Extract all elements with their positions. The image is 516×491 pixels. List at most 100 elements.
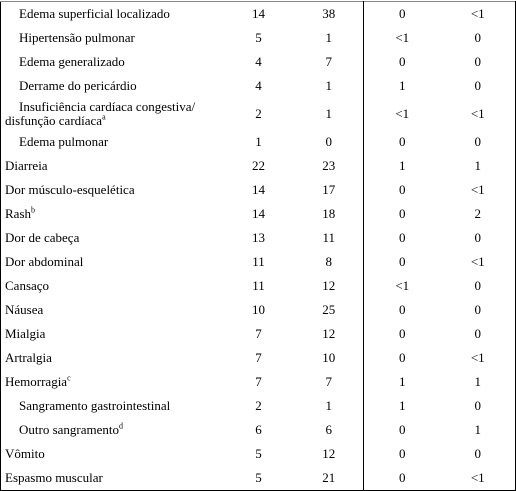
row-label: Edema superficial localizado [19, 6, 170, 21]
value-cell: <1 [440, 1, 516, 26]
value-cell: 0 [399, 422, 406, 437]
row-label: Cansaço [5, 278, 50, 293]
footnote-mark: d [119, 421, 124, 431]
value-cell: <1 [440, 346, 516, 370]
row-label: Sangramento gastrointestinal [19, 398, 171, 413]
table-row: Sangramento gastrointestinal 2 1 1 0 [0, 394, 516, 418]
value-cell: 0 [440, 50, 516, 74]
table-row: Dor abdominal 11 8 0 <1 [0, 250, 516, 274]
row-label-cell: Insuficiência cardíaca congestiva/ disfu… [0, 98, 223, 130]
value-cell: 7 [255, 350, 262, 365]
value-cell: 2 [440, 202, 516, 226]
row-label-cell: Espasmo muscular [0, 466, 223, 491]
value-cell: <1 [440, 250, 516, 274]
value-cell: 0 [399, 302, 406, 317]
value-cell: 0 [399, 54, 406, 69]
value-cell: 11 [294, 226, 364, 250]
value-cell: 0 [440, 274, 516, 298]
row-label: Artralgia [5, 350, 52, 365]
value-cell: 7 [294, 50, 364, 74]
value-cell: 7 [255, 326, 262, 341]
row-label: Rash [5, 206, 31, 221]
value-cell: 2 [255, 398, 262, 413]
value-cell: 5 [255, 446, 262, 461]
value-cell: 0 [399, 254, 406, 269]
value-cell: 12 [294, 322, 364, 346]
row-label-cell: Hipertensão pulmonar [0, 26, 223, 50]
table-row: Dor de cabeça 13 11 0 0 [0, 226, 516, 250]
row-label-cell: Vômito [0, 442, 223, 466]
value-cell: 25 [294, 298, 364, 322]
row-label: Edema pulmonar [19, 134, 109, 149]
value-cell: 18 [294, 202, 364, 226]
value-cell: 1 [255, 134, 262, 149]
row-label: Mialgia [5, 326, 46, 341]
table-row: Edema generalizado 4 7 0 0 [0, 50, 516, 74]
value-cell: 0 [363, 466, 441, 491]
value-cell: 0 [399, 230, 406, 245]
value-cell: 1 [399, 78, 406, 93]
row-label: Hipertensão pulmonar [19, 30, 135, 45]
table-row: Náusea 10 25 0 0 [0, 298, 516, 322]
row-label: Dor de cabeça [5, 230, 80, 245]
value-cell: 38 [294, 1, 364, 26]
value-cell: 11 [252, 254, 265, 269]
row-label-cell: Sangramento gastrointestinal [0, 394, 223, 418]
value-cell: 1 [294, 74, 364, 98]
row-label-cell: Outro sangramentod [0, 418, 223, 442]
value-cell: 23 [294, 154, 364, 178]
row-label: Derrame do pericárdio [19, 78, 137, 93]
value-cell: 13 [252, 230, 265, 245]
value-cell: 14 [252, 206, 265, 221]
table-row: Vômito 5 12 0 0 [0, 442, 516, 466]
row-label-cell: Diarreia [0, 154, 223, 178]
row-label: Insuficiência cardíaca congestiva/ disfu… [5, 99, 196, 128]
row-label-cell: Mialgia [0, 322, 223, 346]
table-row: Edema superficial localizado 14 38 0 <1 [0, 1, 516, 26]
value-cell: 0 [363, 1, 441, 26]
value-cell: 8 [294, 250, 364, 274]
value-cell: 6 [255, 422, 262, 437]
value-cell: 0 [399, 326, 406, 341]
value-cell: 1 [440, 418, 516, 442]
value-cell: 10 [294, 346, 364, 370]
value-cell: 1 [440, 370, 516, 394]
value-cell: 14 [252, 182, 265, 197]
table-row: Outro sangramentod 6 6 0 1 [0, 418, 516, 442]
value-cell: 1 [440, 154, 516, 178]
row-label-cell: Náusea [0, 298, 223, 322]
value-cell: 2 [255, 106, 262, 121]
value-cell: 0 [440, 74, 516, 98]
value-cell: 0 [440, 322, 516, 346]
value-cell: 14 [222, 1, 295, 26]
value-cell: 4 [255, 54, 262, 69]
row-label: Dor músculo-esquelética [5, 182, 135, 197]
value-cell: 0 [399, 206, 406, 221]
table-row: Insuficiência cardíaca congestiva/ disfu… [0, 98, 516, 130]
value-cell: 11 [252, 278, 265, 293]
value-cell: <1 [395, 106, 410, 121]
value-cell: 1 [399, 398, 406, 413]
value-cell: 7 [294, 370, 364, 394]
value-cell: 0 [399, 350, 406, 365]
value-cell: 12 [294, 274, 364, 298]
value-cell: 5 [255, 30, 262, 45]
value-cell: 1 [294, 98, 364, 130]
footnote-mark: c [67, 373, 71, 383]
value-cell: <1 [395, 30, 410, 45]
value-cell: 1 [294, 394, 364, 418]
row-label-cell: Dor músculo-esquelética [0, 178, 223, 202]
row-label-cell: Edema superficial localizado [0, 1, 223, 26]
value-cell: 0 [399, 134, 406, 149]
row-label: Espasmo muscular [5, 470, 103, 485]
value-cell: 0 [399, 446, 406, 461]
footnote-mark: b [31, 205, 35, 215]
table-row: Artralgia 7 10 0 <1 [0, 346, 516, 370]
value-cell: <1 [440, 466, 516, 491]
value-cell: 1 [294, 26, 364, 50]
value-cell: 7 [255, 374, 262, 389]
row-label-cell: Artralgia [0, 346, 223, 370]
row-label-cell: Cansaço [0, 274, 223, 298]
value-cell: 0 [440, 26, 516, 50]
